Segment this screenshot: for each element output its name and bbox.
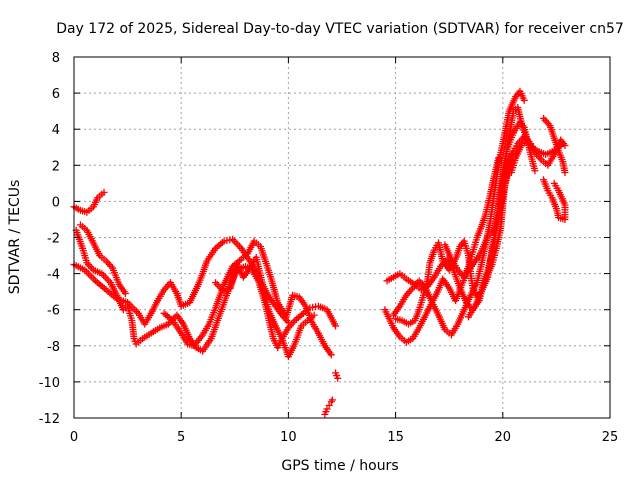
data-point: [495, 154, 503, 162]
data-points: [70, 87, 569, 418]
x-tick-label: 5: [177, 430, 185, 445]
data-point: [325, 401, 333, 409]
series-track-14: [441, 154, 503, 281]
data-point: [328, 396, 336, 404]
y-tick-label: -12: [39, 412, 60, 427]
data-point: [507, 150, 515, 158]
series-track-8: [321, 396, 336, 418]
data-point: [531, 167, 539, 175]
chart-title: Day 172 of 2025, Sidereal Day-to-day VTE…: [56, 21, 624, 37]
y-tick-label: -10: [39, 376, 60, 391]
x-tick-label: 20: [495, 430, 512, 445]
data-point: [121, 289, 129, 297]
data-point: [284, 318, 292, 326]
series-track-7: [332, 369, 342, 382]
x-tick-label: 0: [70, 430, 78, 445]
series-track-2: [72, 226, 340, 355]
series-track-4: [76, 221, 129, 297]
y-tick-label: -8: [47, 340, 60, 355]
y-tick-label: 6: [52, 87, 60, 102]
series-track-17: [540, 176, 569, 223]
data-point: [327, 351, 335, 359]
data-point: [334, 374, 342, 382]
x-axis-label: GPS time / hours: [281, 458, 398, 474]
x-tick-label: 25: [602, 430, 619, 445]
data-point: [550, 179, 558, 187]
series-track-6: [212, 253, 292, 326]
y-tick-label: 2: [52, 159, 60, 174]
y-tick-label: -2: [47, 232, 60, 247]
data-point: [561, 169, 569, 177]
axis-ticks: 0 5 10 15 20 25 -12 -10 -8 -6 -4 -2 0 2 4 6 8: [39, 51, 619, 445]
series-track-13: [464, 150, 515, 321]
y-tick-label: -6: [47, 304, 60, 319]
data-point: [520, 96, 528, 104]
y-tick-label: -4: [47, 268, 60, 283]
series-track-1: [70, 188, 108, 216]
y-axis-label: SDTVAR / TECUs: [7, 180, 23, 295]
series-track-5: [160, 237, 335, 359]
data-point: [332, 322, 340, 330]
gridlines: [74, 57, 610, 418]
y-tick-label: 8: [52, 51, 60, 66]
y-tick-label: 0: [52, 195, 60, 210]
data-point: [100, 188, 108, 196]
x-tick-label: 15: [387, 430, 404, 445]
y-tick-label: 4: [52, 123, 60, 138]
x-tick-label: 10: [280, 430, 297, 445]
series-track-16: [540, 114, 569, 177]
data-point: [323, 405, 331, 413]
data-point: [561, 141, 569, 149]
